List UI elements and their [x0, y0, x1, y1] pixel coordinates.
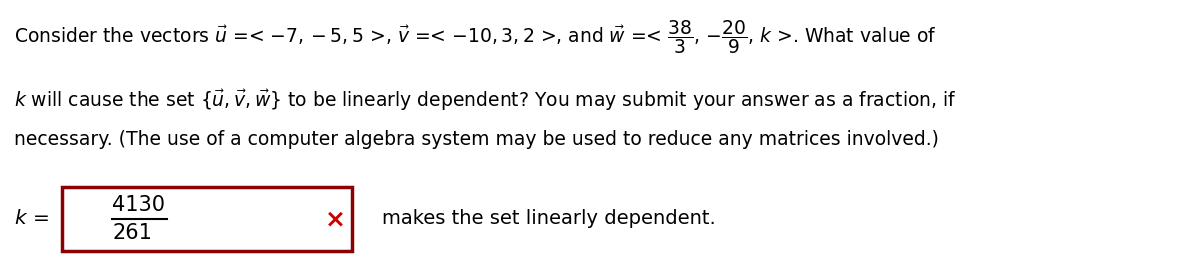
Text: $k$ =: $k$ = — [14, 210, 49, 228]
Text: Consider the vectors $\vec{u}$ =< $-7, -5, 5$ >, $\vec{v}$ =< $-10, 3, 2$ >, and: Consider the vectors $\vec{u}$ =< $-7, -… — [14, 18, 937, 56]
Text: necessary. (The use of a computer algebra system may be used to reduce any matri: necessary. (The use of a computer algebr… — [14, 130, 938, 149]
FancyBboxPatch shape — [62, 187, 352, 251]
Text: 4130: 4130 — [112, 195, 166, 215]
Text: makes the set linearly dependent.: makes the set linearly dependent. — [382, 210, 715, 228]
Text: $\mathbf{\times}$: $\mathbf{\times}$ — [324, 207, 344, 231]
Text: 261: 261 — [112, 223, 152, 243]
Text: $k$ will cause the set $\{\vec{u}, \vec{v}, \vec{w}\}$ to be linearly dependent?: $k$ will cause the set $\{\vec{u}, \vec{… — [14, 88, 956, 113]
